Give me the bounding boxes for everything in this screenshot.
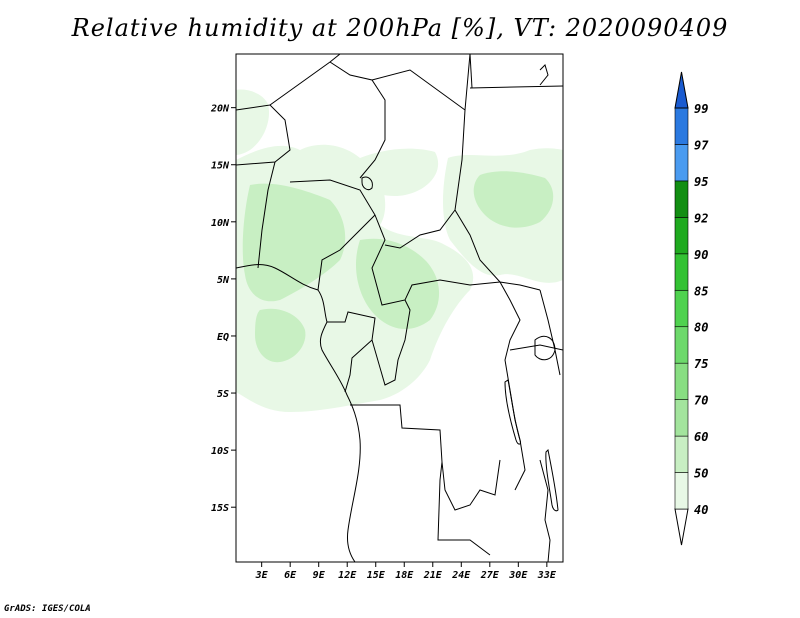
border-line-5 xyxy=(454,109,541,291)
lon-tick-label: 24E xyxy=(451,570,471,581)
colorbar-segment xyxy=(674,107,689,145)
border-line-11 xyxy=(371,299,411,386)
colorbar: 40 50 60 70 75 80 85 90 92 95 97 99 xyxy=(674,71,709,546)
colorbar-segment xyxy=(674,217,689,255)
country-borders xyxy=(236,54,563,562)
border-line-6 xyxy=(257,161,276,269)
humidity-patch-west-inner xyxy=(242,183,346,302)
border-line-13 xyxy=(437,461,491,556)
colorbar-segment xyxy=(674,326,689,364)
colorbar-label: 95 xyxy=(694,175,708,189)
colorbar-min-arrow xyxy=(674,508,689,546)
border-line-3 xyxy=(329,61,386,179)
humidity-patch-ne xyxy=(473,171,554,228)
lat-tick-label: 20N xyxy=(210,104,230,115)
humidity-area-sahel xyxy=(300,144,439,197)
lon-tick-label: 9E xyxy=(313,570,326,581)
border-line-10 xyxy=(327,311,376,393)
lat-tick-label: 5S xyxy=(217,389,229,400)
border-line-1 xyxy=(236,104,291,166)
colorbar-label: 80 xyxy=(694,321,708,335)
lat-tick-label: EQ xyxy=(217,332,229,343)
lon-tick-label: 18E xyxy=(395,570,414,581)
colorbar-segment xyxy=(674,362,689,400)
longitude-axis: 3E 6E 9E 12E 15E 18E 21E 24E 27E 30E 33E xyxy=(255,562,557,581)
border-line-19 xyxy=(539,459,551,562)
lon-tick-label: 21E xyxy=(423,570,443,581)
colorbar-label: 75 xyxy=(694,357,708,371)
colorbar-label: 40 xyxy=(694,503,708,517)
colorbar-max-arrow xyxy=(674,71,689,109)
border-line-2 xyxy=(269,54,341,106)
coast-east xyxy=(539,64,549,86)
lon-tick-label: 30E xyxy=(508,570,528,581)
lon-tick-label: 6E xyxy=(284,570,297,581)
colorbar-label: 97 xyxy=(694,138,709,152)
colorbar-segment xyxy=(674,435,689,473)
colorbar-segment xyxy=(674,180,689,218)
lake-chad xyxy=(361,176,373,191)
border-line-18 xyxy=(469,54,473,89)
grads-credit: GrADS: IGES/COLA xyxy=(4,604,91,614)
colorbar-label: 50 xyxy=(694,467,708,481)
colorbar-segment xyxy=(674,144,689,182)
humidity-patch-central xyxy=(355,238,440,330)
colorbar-segment xyxy=(674,253,689,291)
humidity-area-north-west xyxy=(236,89,270,155)
colorbar-label: 92 xyxy=(694,211,708,225)
border-line-7 xyxy=(289,179,376,291)
lake-tanganyika xyxy=(504,379,521,445)
border-line-17 xyxy=(469,85,563,89)
colorbar-segment xyxy=(674,399,689,437)
lat-tick-label: 10N xyxy=(211,218,230,229)
colorbar-segment xyxy=(674,289,689,328)
lat-tick-label: 5N xyxy=(217,275,230,286)
lon-tick-label: 33E xyxy=(537,570,557,581)
map-frame xyxy=(235,53,564,563)
humidity-patch-gulf xyxy=(255,308,306,363)
colorbar-segment xyxy=(674,472,689,510)
lon-tick-label: 12E xyxy=(338,570,357,581)
border-line-15 xyxy=(539,289,561,376)
border-line-9 xyxy=(384,209,456,249)
border-line-4 xyxy=(371,54,471,111)
lon-tick-label: 15E xyxy=(367,570,386,581)
border-line-14 xyxy=(499,281,526,491)
colorbar-label: 60 xyxy=(694,430,708,444)
border-line-12 xyxy=(350,404,501,511)
colorbar-label: 90 xyxy=(694,248,708,262)
colorbar-label: 85 xyxy=(694,284,708,298)
chart-title: Relative humidity at 200hPa [%], VT: 202… xyxy=(71,14,729,42)
latitude-axis: 20N 15N 10N 5N EQ 5S 10S 15S xyxy=(210,104,236,514)
lon-tick-label: 27E xyxy=(480,570,500,581)
humidity-shading xyxy=(236,89,563,413)
colorbar-label: 70 xyxy=(694,394,708,408)
lake-victoria xyxy=(534,335,556,361)
lon-tick-label: 3E xyxy=(255,570,269,581)
lat-tick-label: 10S xyxy=(211,446,229,457)
coastline-west-africa xyxy=(236,264,361,562)
lat-tick-label: 15N xyxy=(211,161,230,172)
colorbar-label: 99 xyxy=(694,102,708,116)
lake-malawi xyxy=(545,448,559,512)
lat-tick-label: 15S xyxy=(211,503,229,514)
